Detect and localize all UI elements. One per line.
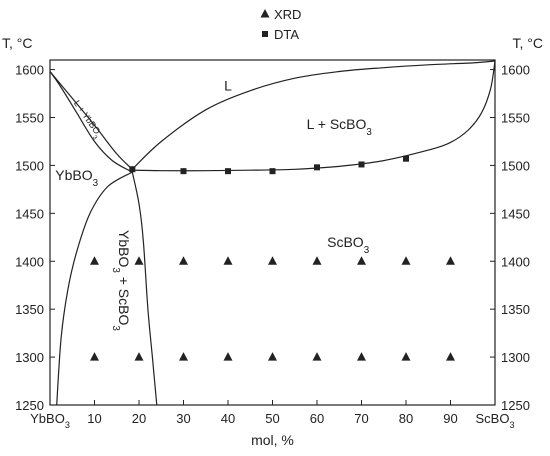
xrd-point [446, 352, 455, 361]
y-tick-label-left: 1600 [15, 63, 44, 78]
region-label: L + ScBO3 [307, 116, 373, 138]
y-tick-label-right: 1250 [501, 398, 530, 413]
x-tick-label: 90 [443, 411, 457, 426]
xrd-point [312, 352, 322, 361]
y-tick-label-left: 1250 [15, 398, 44, 413]
xrd-point [90, 256, 99, 265]
axis-ticks: 1250 1250 1300 1300 1350 1350 1400 1400 1450 1450… [15, 63, 530, 430]
dta-point [403, 155, 409, 162]
x-tick-label: 60 [310, 411, 324, 426]
y-axis-title-left-text: T, °C [2, 35, 33, 51]
dta-point [180, 168, 187, 175]
y-tick-label-right: 1500 [501, 158, 530, 173]
y-tick-label-left: 1300 [15, 350, 44, 365]
dta-point [269, 168, 276, 175]
y-axis-title-right: T, °C [513, 35, 544, 51]
legend-label: DTA [274, 27, 299, 42]
region-label: L + YbBO3 [69, 98, 105, 141]
dta-point [358, 161, 365, 168]
xrd-point [401, 256, 411, 265]
x-tick-label: 80 [399, 411, 413, 426]
legend-label: XRD [274, 7, 301, 22]
region-label: ScBO3 [327, 234, 370, 256]
y-tick-label-right: 1550 [501, 111, 530, 126]
region-labels: L L + ScBO3 YbBO3 ScBO3 L + YbBO3 YbBO3 + ScB… [55, 78, 372, 332]
xrd-point [90, 352, 99, 361]
xrd-point [401, 352, 411, 361]
x-tick-label: 20 [132, 411, 146, 426]
y-tick-label-right: 1350 [501, 302, 530, 317]
xrd-point [268, 256, 277, 265]
xrd-point [179, 256, 188, 265]
liquidus-scbo3-curve [131, 60, 496, 170]
region-label: YbBO3 [55, 167, 98, 189]
dta-point [314, 164, 320, 171]
region-label: L [224, 78, 232, 94]
y-axis-title-right-text: T, °C [513, 35, 544, 51]
solidus-scbo3-curve [132, 60, 496, 172]
y-tick-label-right: 1400 [501, 254, 530, 269]
y-tick-label-left: 1450 [15, 206, 44, 221]
solvus-ybbo3-curve [56, 171, 133, 406]
xrd-point [357, 256, 366, 265]
y-tick-label-right: 1600 [501, 63, 530, 78]
x-axis-title: mol, % [251, 432, 294, 448]
y-tick-label-left: 1500 [15, 158, 44, 173]
y-tick-label-left: 1550 [15, 111, 44, 126]
x-tick-label: ScBO3 [475, 411, 514, 430]
liquidus-ybbo3-curve [49, 71, 133, 170]
y-tick-label-right: 1300 [501, 350, 530, 365]
y-tick-label-left: 1400 [15, 254, 44, 269]
xrd-point [446, 256, 455, 265]
phase-boundaries [49, 60, 496, 406]
xrd-point [134, 256, 144, 265]
x-tick-label: 70 [354, 411, 368, 426]
xrd-point [268, 352, 277, 361]
dta-point [225, 168, 231, 175]
x-tick-label: 30 [176, 411, 190, 426]
xrd-point [223, 256, 233, 265]
y-tick-label-left: 1350 [15, 302, 44, 317]
y-tick-label-right: 1450 [501, 206, 530, 221]
legend-marker-triangle [260, 9, 270, 18]
solvus-scbo3-curve [131, 171, 158, 406]
xrd-point [134, 352, 144, 361]
xrd-point [179, 352, 188, 361]
solidus-ybbo3-curve [49, 71, 133, 173]
dta-point [129, 166, 136, 173]
chart-legend: XRD DTA [260, 7, 301, 42]
data-markers [90, 155, 455, 361]
x-tick-label: YbBO3 [30, 411, 70, 430]
x-tick-label: 50 [265, 411, 279, 426]
xrd-point [312, 256, 322, 265]
x-tick-label: 40 [221, 411, 235, 426]
region-label: YbBO3 + ScBO3 [110, 230, 132, 331]
y-axis-title-left: T, °C [2, 35, 33, 51]
xrd-point [357, 352, 366, 361]
legend-marker-square [262, 31, 268, 37]
xrd-point [223, 352, 233, 361]
x-tick-label: 10 [87, 411, 101, 426]
